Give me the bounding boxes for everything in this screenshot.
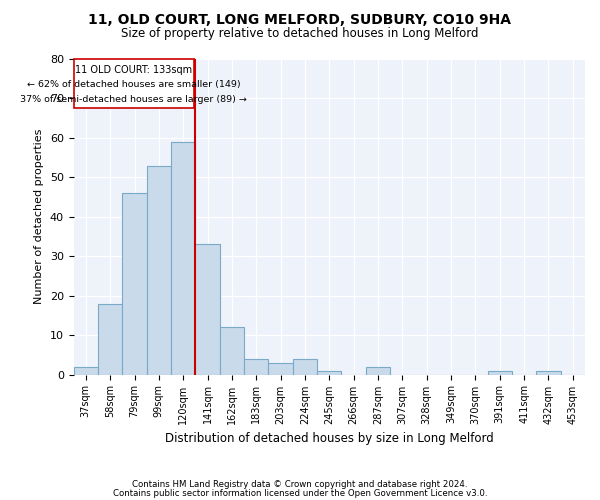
Bar [196,244,220,374]
Bar [122,193,146,374]
Bar [220,327,244,374]
X-axis label: Distribution of detached houses by size in Long Melford: Distribution of detached houses by size … [165,432,494,445]
Bar [317,370,341,374]
FancyBboxPatch shape [74,59,194,108]
Bar [74,366,98,374]
Bar [268,362,293,374]
Bar [244,359,268,374]
Bar [366,366,390,374]
Bar [98,304,122,374]
Text: 37% of semi-detached houses are larger (89) →: 37% of semi-detached houses are larger (… [20,94,247,104]
Bar [146,166,171,374]
Bar [488,370,512,374]
Text: Size of property relative to detached houses in Long Melford: Size of property relative to detached ho… [121,28,479,40]
Bar [171,142,196,374]
Text: 11, OLD COURT, LONG MELFORD, SUDBURY, CO10 9HA: 11, OLD COURT, LONG MELFORD, SUDBURY, CO… [89,12,511,26]
Text: Contains public sector information licensed under the Open Government Licence v3: Contains public sector information licen… [113,488,487,498]
Y-axis label: Number of detached properties: Number of detached properties [34,129,44,304]
Bar [536,370,560,374]
Text: Contains HM Land Registry data © Crown copyright and database right 2024.: Contains HM Land Registry data © Crown c… [132,480,468,489]
Text: ← 62% of detached houses are smaller (149): ← 62% of detached houses are smaller (14… [27,80,241,89]
Bar [293,359,317,374]
Text: 11 OLD COURT: 133sqm: 11 OLD COURT: 133sqm [76,65,193,75]
